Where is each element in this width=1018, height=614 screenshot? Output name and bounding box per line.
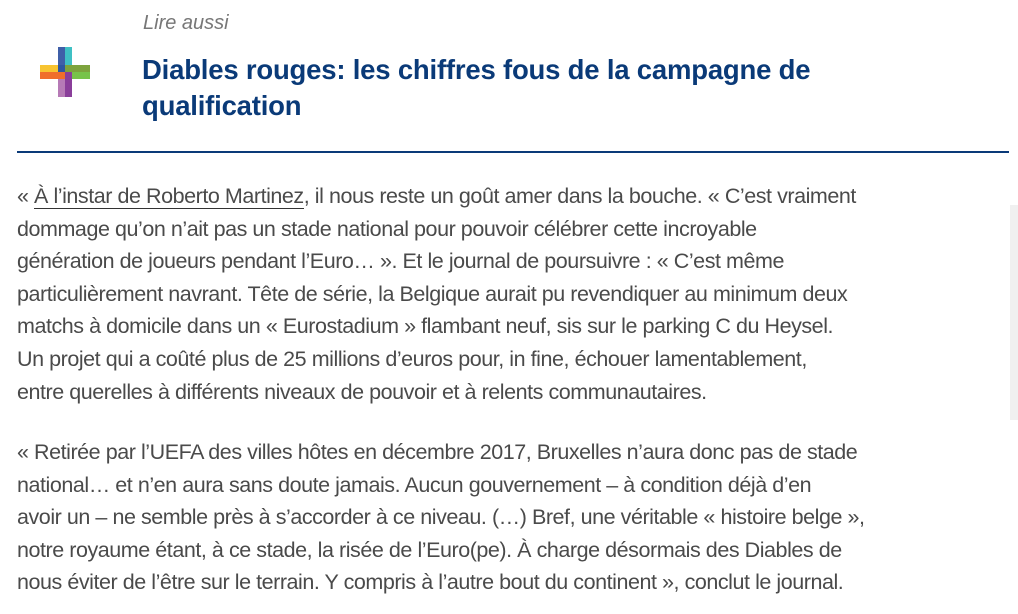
article-paragraph: « À l’instar de Roberto Martinez, il nou… [17,180,1017,408]
paragraph-line: « Retirée par l’UEFA des villes hôtes en… [17,440,858,464]
paragraph-line: dommage qu’on n’ait pas un stade nationa… [17,216,757,241]
paragraph-line: « À l’instar de Roberto Martinez, il nou… [17,180,1017,213]
paragraph-line: avoir un – ne semble près à s’accorder à… [17,505,865,530]
paragraph-line: nous éviter de l’être sur le terrain. Y … [17,570,844,595]
read-also-title-link[interactable]: Diables rouges: les chiffres fous de la … [142,52,811,124]
paragraph-line: matchs à domicile dans un « Eurostadium … [17,314,834,339]
scrollbar[interactable] [1010,205,1018,420]
paragraph-line: génération de joueurs pendant l’Euro… ».… [17,249,784,274]
paragraph-line: notre royaume étant, à ce stade, la risé… [17,537,842,562]
multicolor-plus-logo-icon [40,47,92,99]
article-paragraph: « Retirée par l’UEFA des villes hôtes en… [17,436,1017,599]
read-also-label: Lire aussi [143,12,229,34]
title-line: Diables rouges: les chiffres fous de la … [142,54,811,85]
text: , il nous reste un goût amer dans la bou… [303,184,857,208]
divider [17,151,1009,153]
paragraph-line: Un projet qui a coûté plus de 25 million… [17,346,807,371]
roberto-martinez-link[interactable]: À l’instar de Roberto Martinez [34,184,304,209]
title-line: qualification [142,90,302,121]
paragraph-line: national… et n’en aura sans doute jamais… [17,472,812,497]
paragraph-line: particulièrement navrant. Tête de série,… [17,281,848,306]
text: « [17,184,35,208]
paragraph-line: entre querelles à différents niveaux de … [17,379,707,404]
